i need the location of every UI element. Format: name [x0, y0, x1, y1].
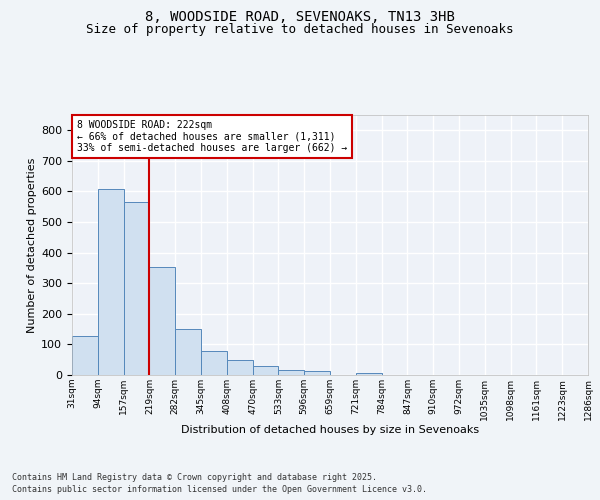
Bar — [253, 366, 278, 375]
Bar — [124, 202, 149, 375]
Text: Size of property relative to detached houses in Sevenoaks: Size of property relative to detached ho… — [86, 22, 514, 36]
Text: 8, WOODSIDE ROAD, SEVENOAKS, TN13 3HB: 8, WOODSIDE ROAD, SEVENOAKS, TN13 3HB — [145, 10, 455, 24]
Bar — [278, 370, 304, 375]
Bar — [227, 360, 253, 375]
Text: 8 WOODSIDE ROAD: 222sqm
← 66% of detached houses are smaller (1,311)
33% of semi: 8 WOODSIDE ROAD: 222sqm ← 66% of detache… — [77, 120, 347, 154]
Bar — [149, 268, 175, 375]
Bar — [98, 190, 124, 375]
Bar — [304, 370, 330, 375]
Bar — [356, 374, 382, 375]
Y-axis label: Number of detached properties: Number of detached properties — [27, 158, 37, 332]
Bar — [201, 351, 227, 375]
Text: Contains public sector information licensed under the Open Government Licence v3: Contains public sector information licen… — [12, 485, 427, 494]
X-axis label: Distribution of detached houses by size in Sevenoaks: Distribution of detached houses by size … — [181, 426, 479, 436]
Bar — [72, 336, 98, 375]
Bar — [175, 329, 201, 375]
Text: Contains HM Land Registry data © Crown copyright and database right 2025.: Contains HM Land Registry data © Crown c… — [12, 472, 377, 482]
